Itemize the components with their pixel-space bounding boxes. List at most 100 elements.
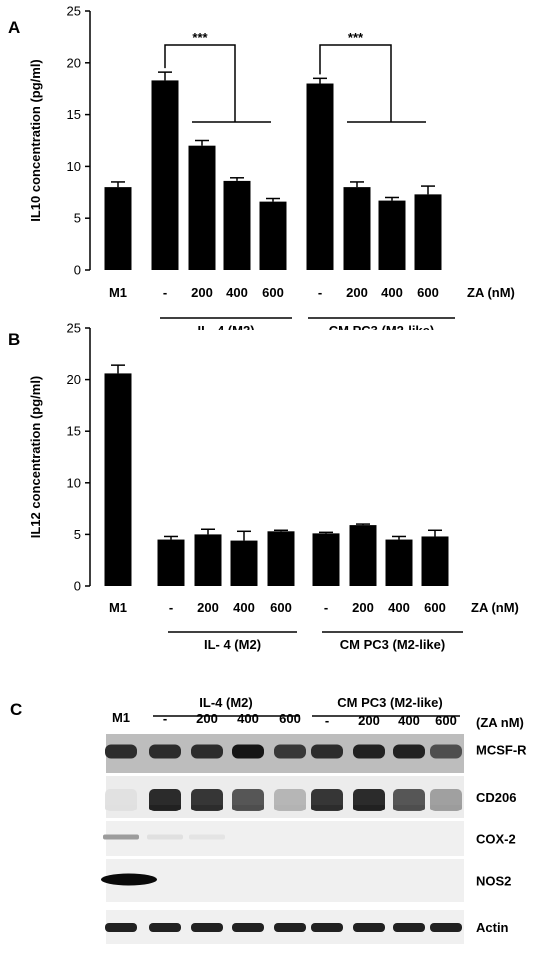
blot-band-lower	[353, 805, 385, 810]
bar	[421, 536, 449, 586]
blot-protein-label: Actin	[476, 920, 509, 935]
bar	[349, 525, 377, 586]
bar	[194, 534, 222, 586]
bar	[414, 194, 442, 270]
y-tick-label: 15	[67, 424, 81, 439]
blot-band	[274, 923, 306, 932]
za-unit-label: ZA (nM)	[467, 285, 515, 300]
blot-band	[311, 923, 343, 932]
category-label: 600	[270, 600, 292, 615]
y-tick-label: 0	[74, 263, 81, 278]
western-blot: IL-4 (M2) CM PC3 (M2-like) M1 - 200 400 600 - 20…	[101, 695, 527, 944]
bar	[385, 539, 413, 586]
blot-band	[149, 744, 181, 759]
blot-lane-label: -	[325, 713, 329, 728]
blot-band-lower	[191, 805, 223, 810]
blot-lane-label: 200	[196, 711, 218, 726]
significance-label: ***	[348, 30, 364, 45]
blot-protein-label: NOS2	[476, 874, 511, 889]
y-axis-label: IL12 concentration (pg/ml)	[28, 376, 43, 539]
blot-lane-label: 600	[435, 713, 457, 728]
blot-band-lower	[430, 805, 462, 810]
blot-band	[189, 834, 225, 840]
panel-letter-c: C	[10, 700, 23, 719]
blot-band	[353, 744, 385, 759]
group-label: CM PC3 (M2-like)	[340, 637, 445, 652]
blot-band-lower	[149, 805, 181, 810]
blot-band	[105, 923, 137, 932]
category-label: 200	[191, 285, 213, 300]
group-label: CM PC3 (M2-like)	[329, 323, 434, 330]
il12-bar-chart: 0 5 10 15 20 25 IL12 concentration (pg/ml) M1 - 2…	[28, 321, 519, 653]
bar	[259, 201, 287, 270]
blot-protein-label: CD206	[476, 790, 516, 805]
significance-bracket	[319, 44, 392, 122]
y-tick-label: 10	[67, 159, 81, 174]
blot-band	[191, 923, 223, 932]
category-label: 400	[233, 600, 255, 615]
category-label: 600	[417, 285, 439, 300]
y-tick-label: 15	[67, 107, 81, 122]
blot-band	[191, 744, 223, 759]
y-axis-label: IL10 concentration (pg/ml)	[28, 59, 43, 222]
y-tick-label: 20	[67, 372, 81, 387]
group-label: IL- 4 (M2)	[197, 323, 254, 330]
bar	[223, 180, 251, 270]
y-tick-label: 20	[67, 55, 81, 70]
blot-lane-label: 400	[398, 713, 420, 728]
blot-band-lower	[274, 805, 306, 810]
blot-band	[232, 923, 264, 932]
category-label: 200	[197, 600, 219, 615]
category-label: M1	[109, 285, 127, 300]
category-label: M1	[109, 600, 127, 615]
blot-protein-label: COX-2	[476, 832, 516, 847]
bar	[343, 187, 371, 270]
blot-band	[147, 834, 183, 840]
bar	[267, 531, 295, 586]
category-label: -	[163, 285, 167, 300]
blot-band	[393, 923, 425, 932]
group-label: IL- 4 (M2)	[204, 637, 261, 652]
category-label: 400	[381, 285, 403, 300]
blot-band	[105, 744, 137, 759]
category-label: -	[324, 600, 328, 615]
category-label: 400	[388, 600, 410, 615]
y-tick-label: 25	[67, 4, 81, 19]
panel-letter-b: B	[8, 330, 21, 349]
blot-band	[232, 744, 264, 759]
y-tick-label: 5	[74, 211, 81, 226]
blot-band-lower	[232, 805, 264, 810]
blot-band	[353, 923, 385, 932]
blot-lane-label: M1	[112, 710, 130, 725]
blot-band	[101, 873, 157, 886]
y-tick-label: 10	[67, 475, 81, 490]
category-label: 200	[346, 285, 368, 300]
y-tick-label: 25	[67, 321, 81, 336]
category-label: -	[318, 285, 322, 300]
category-label: 600	[424, 600, 446, 615]
blot-band	[393, 744, 425, 759]
bar	[157, 539, 185, 586]
il10-bar-chart: 0 5 10 15 20 25 IL10 concentration (pg/ml) M1 - 2…	[28, 4, 515, 331]
blot-band-lower	[311, 805, 343, 810]
blot-band	[103, 834, 139, 840]
bar	[312, 533, 340, 586]
y-tick-label: 5	[74, 527, 81, 542]
blot-protein-label: MCSF-R	[476, 743, 527, 758]
bar	[104, 373, 132, 586]
blot-lane-label: -	[163, 711, 167, 726]
bar	[378, 200, 406, 270]
bar	[306, 83, 334, 271]
blot-band-lower	[105, 805, 137, 810]
blot-lane-label: 200	[358, 713, 380, 728]
blot-band	[149, 923, 181, 932]
blot-band	[274, 744, 306, 759]
blot-band	[311, 744, 343, 759]
za-unit-label: ZA (nM)	[471, 600, 519, 615]
bar	[151, 80, 179, 270]
category-label: -	[169, 600, 173, 615]
blot-group-label: CM PC3 (M2-like)	[337, 695, 442, 710]
blot-unit-label: (ZA nM)	[476, 715, 524, 730]
blot-group-label: IL-4 (M2)	[199, 695, 252, 710]
category-label: 600	[262, 285, 284, 300]
